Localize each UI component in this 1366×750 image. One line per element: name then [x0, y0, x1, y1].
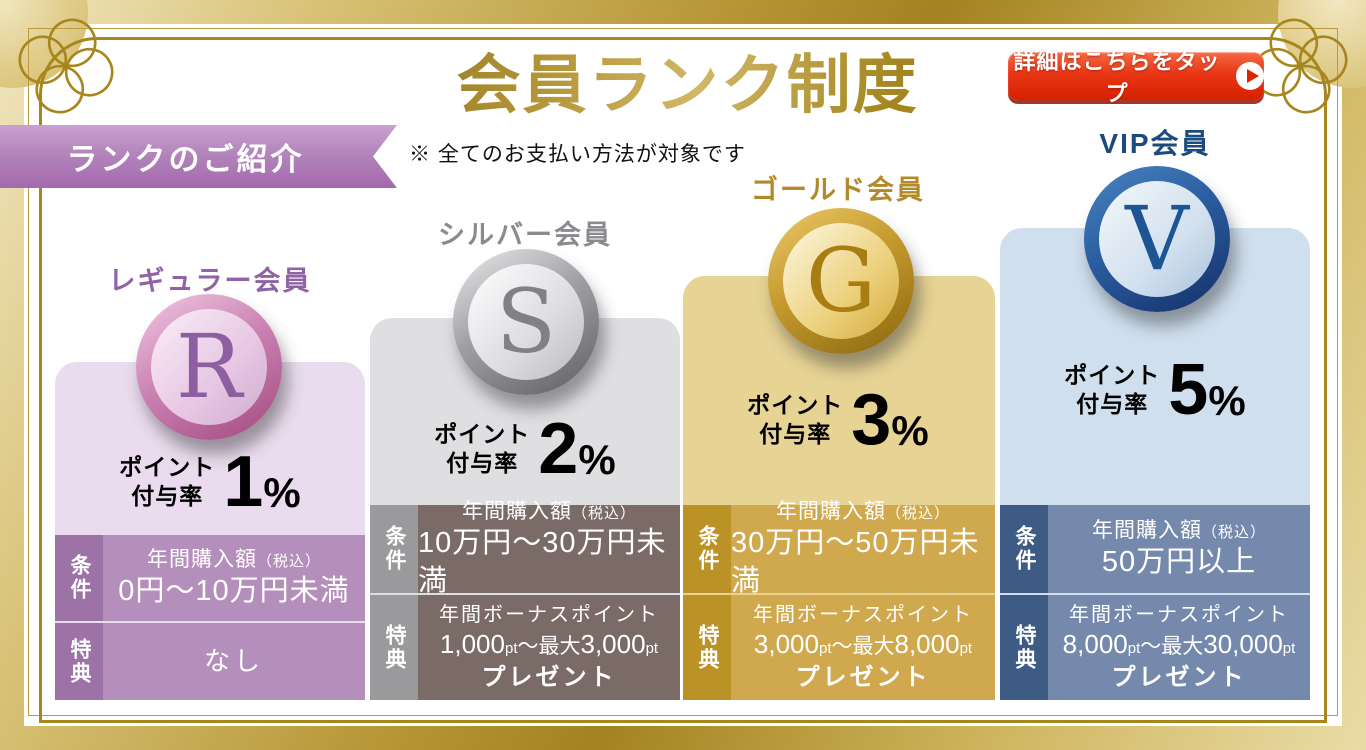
- point-rate-silver: ポイント 付与率 2 %: [370, 409, 680, 489]
- tier-name-vip: VIP会員: [1099, 128, 1211, 159]
- benefit-suffix: プレゼント: [481, 663, 617, 691]
- benefit-content: 年間ボーナスポイント 8,000 pt ～最大 30,000 pt プレゼント: [1048, 595, 1310, 700]
- condition-range: 0円～10万円未満: [118, 574, 350, 607]
- details-tap-button[interactable]: 詳細はこちらをタップ: [1008, 49, 1264, 106]
- benefit-suffix: プレゼント: [795, 663, 931, 691]
- rank-intro-ribbon: ランクのご紹介: [0, 125, 397, 188]
- flourish-icon: [1252, 18, 1348, 114]
- tier-panel-regular: 条件 年間購入額（税込） 0円～10万円未満 特典 なし: [55, 362, 365, 700]
- condition-title: 年間購入額（税込）: [146, 547, 321, 571]
- rank-badge-letter: S: [468, 264, 584, 380]
- rank-badge-letter: V: [1099, 181, 1215, 297]
- point-rate-unit: %: [1208, 377, 1246, 425]
- tier-table-regular: 条件 年間購入額（税込） 0円～10万円未満 特典 なし: [55, 535, 365, 700]
- benefit-title: 年間ボーナスポイント: [439, 604, 659, 626]
- benefit-content: 年間ボーナスポイント 3,000 pt ～最大 8,000 pt プレゼント: [731, 595, 995, 700]
- rank-badge-silver: S: [453, 249, 599, 395]
- benefit-title: 年間ボーナスポイント: [1069, 604, 1289, 626]
- tier-name-silver: シルバー会員: [438, 220, 612, 250]
- condition-label: 条件: [370, 505, 418, 593]
- condition-row: 条件 年間購入額（税込） 0円～10万円未満: [55, 535, 365, 621]
- point-rate-label: ポイント 付与率: [119, 454, 216, 510]
- condition-label: 条件: [55, 535, 103, 621]
- benefit-suffix: プレゼント: [1111, 663, 1247, 691]
- benefit-amount: 1,000 pt ～最大 3,000 pt: [439, 629, 659, 659]
- point-rate-value: 5: [1168, 350, 1209, 430]
- condition-title: 年間購入額（税込）: [1091, 518, 1266, 542]
- tier-name-regular: レギュラー会員: [108, 266, 312, 296]
- benefit-label: 特典: [55, 623, 103, 700]
- rank-badge-gold: G: [768, 208, 914, 354]
- point-rate-label: ポイント 付与率: [1064, 362, 1161, 418]
- benefit-row: 特典 年間ボーナスポイント 8,000 pt ～最大 30,000 pt プレゼント: [1000, 595, 1310, 700]
- benefit-label: 特典: [1000, 595, 1048, 700]
- benefit-content: 年間ボーナスポイント 1,000 pt ～最大 3,000 pt プレゼント: [418, 595, 680, 700]
- point-rate-unit: %: [263, 469, 301, 517]
- point-rate-gold: ポイント 付与率 3 %: [683, 380, 993, 460]
- play-arrow-icon: [1236, 62, 1264, 90]
- point-rate-label: ポイント 付与率: [747, 392, 844, 448]
- tier-table-gold: 条件 年間購入額（税込） 30万円～50万円未満 特典 年間ボーナスポイント 3…: [683, 500, 995, 700]
- condition-content: 年間購入額（税込） 0円～10万円未満: [103, 535, 365, 621]
- point-rate-unit: %: [578, 436, 616, 484]
- condition-range: 10万円～30万円未満: [418, 526, 667, 597]
- tier-name-gold: ゴールド会員: [751, 175, 925, 205]
- benefit-title: 年間ボーナスポイント: [753, 604, 973, 626]
- condition-content: 年間購入額（税込） 50万円以上: [1048, 505, 1310, 593]
- condition-row: 条件 年間購入額（税込） 10万円～30万円未満: [370, 500, 680, 597]
- benefit-row: 特典 年間ボーナスポイント 1,000 pt ～最大 3,000 pt プレゼント: [370, 595, 680, 700]
- point-rate-vip: ポイント 付与率 5 %: [1000, 350, 1310, 430]
- point-rate-unit: %: [891, 407, 929, 455]
- rank-badge-letter: R: [151, 309, 267, 425]
- condition-label: 条件: [683, 505, 731, 593]
- tier-table-vip: 条件 年間購入額（税込） 50万円以上 特典 年間ボーナスポイント 8,000 p…: [1000, 505, 1310, 700]
- payment-note: ※ 全てのお支払い方法が対象です: [409, 143, 746, 166]
- condition-title: 年間購入額（税込）: [775, 499, 950, 523]
- benefit-amount: 3,000 pt ～最大 8,000 pt: [753, 629, 973, 659]
- page-title: 会員ランク制度: [400, 34, 975, 126]
- details-tap-label: 詳細はこちらをタップ: [1013, 49, 1221, 106]
- point-rate-value: 1: [223, 442, 264, 522]
- benefit-amount: 8,000 pt ～最大 30,000 pt: [1062, 629, 1296, 659]
- benefit-none: なし: [203, 645, 264, 676]
- flourish-icon: [18, 18, 114, 114]
- rank-badge-vip: V: [1084, 166, 1230, 312]
- tier-panel-silver: 条件 年間購入額（税込） 10万円～30万円未満 特典 年間ボーナスポイント 1…: [370, 318, 680, 700]
- benefit-label: 特典: [370, 595, 418, 700]
- benefit-content: なし: [103, 623, 365, 700]
- condition-row: 条件 年間購入額（税込） 30万円～50万円未満: [683, 500, 995, 597]
- rank-badge-letter: G: [783, 223, 899, 339]
- condition-label: 条件: [1000, 505, 1048, 593]
- point-rate-regular: ポイント 付与率 1 %: [55, 442, 365, 522]
- condition-content: 年間購入額（税込） 10万円～30万円未満: [418, 500, 680, 597]
- rank-badge-regular: R: [136, 294, 282, 440]
- condition-row: 条件 年間購入額（税込） 50万円以上: [1000, 505, 1310, 593]
- condition-content: 年間購入額（税込） 30万円～50万円未満: [731, 500, 995, 597]
- condition-title: 年間購入額（税込）: [461, 499, 636, 523]
- benefit-row: 特典 なし: [55, 623, 365, 700]
- benefit-label: 特典: [683, 595, 731, 700]
- tier-panel-vip: 条件 年間購入額（税込） 50万円以上 特典 年間ボーナスポイント 8,000 p…: [1000, 228, 1310, 700]
- tier-table-silver: 条件 年間購入額（税込） 10万円～30万円未満 特典 年間ボーナスポイント 1…: [370, 500, 680, 700]
- condition-range: 30万円～50万円未満: [731, 526, 980, 597]
- condition-range: 50万円以上: [1101, 545, 1257, 578]
- point-rate-value: 3: [851, 380, 892, 460]
- point-rate-label: ポイント 付与率: [434, 421, 531, 477]
- rank-intro-label: ランクのご紹介: [66, 142, 305, 177]
- point-rate-value: 2: [538, 409, 579, 489]
- benefit-row: 特典 年間ボーナスポイント 3,000 pt ～最大 8,000 pt プレゼント: [683, 595, 995, 700]
